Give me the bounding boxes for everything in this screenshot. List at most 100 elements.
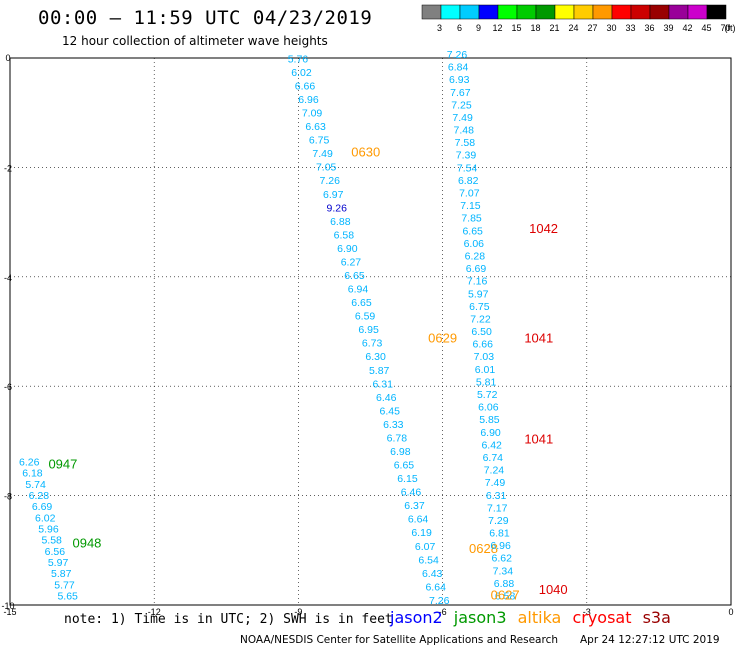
color-scale-tick: 33: [625, 23, 635, 33]
wave-height-value: 5.97: [468, 288, 489, 300]
wave-height-value: 6.65: [462, 225, 483, 237]
wave-height-value: 6.96: [298, 94, 319, 106]
y-tick-label: -2: [4, 163, 12, 173]
wave-height-value: 6.66: [295, 80, 316, 92]
pass-time-label: 0947: [48, 456, 77, 471]
wave-height-value: 6.97: [323, 189, 344, 201]
wave-height-value: 7.54: [457, 162, 478, 174]
wave-height-value: 6.66: [473, 339, 494, 351]
wave-height-value: 7.39: [456, 150, 477, 162]
x-tick-label: -3: [583, 607, 591, 617]
wave-height-value: 6.69: [466, 263, 487, 275]
wave-height-value: 7.49: [485, 477, 506, 489]
legend-s3a: s3a: [642, 608, 671, 627]
wave-height-value: 6.75: [309, 135, 330, 147]
color-scale-tick: 24: [568, 23, 578, 33]
x-tick-label: 0: [728, 607, 733, 617]
y-tick-label: -4: [4, 273, 12, 283]
y-tick-label: -10: [1, 601, 14, 611]
wave-height-value: 7.48: [454, 125, 475, 137]
wave-height-value: 7.25: [451, 99, 472, 111]
satellite-tracks: 5.766.026.666.967.096.636.757.497.057.26…: [19, 49, 520, 607]
wave-height-value: 6.19: [411, 527, 432, 539]
pass-time-label: 0948: [72, 536, 101, 551]
y-tick-label: -6: [4, 382, 12, 392]
wave-height-value: 6.84: [448, 62, 469, 74]
wave-height-value: 6.02: [291, 67, 312, 79]
legend-jason2: jason2: [390, 608, 443, 627]
wave-height-value: 5.81: [476, 376, 497, 388]
y-tick-label: 0: [5, 53, 10, 63]
wave-height-value: 6.82: [458, 175, 479, 187]
color-scale-swatch: [706, 4, 727, 20]
y-tick-label: -8: [4, 492, 12, 502]
wave-height-value: 6.58: [495, 591, 516, 603]
wave-height-value: 7.17: [487, 502, 508, 514]
wave-height-value: 6.06: [464, 238, 485, 250]
wave-height-value: 6.88: [494, 578, 515, 590]
wave-height-value: 6.28: [465, 250, 486, 262]
wave-height-value: 6.59: [355, 311, 376, 323]
wave-height-value: 6.94: [348, 284, 369, 296]
color-scale-tick: 9: [476, 23, 481, 33]
wave-height-value: 6.98: [390, 446, 411, 458]
color-scale-tick: 3: [437, 23, 442, 33]
wave-height-value: 7.85: [461, 213, 482, 225]
wave-height-value: 6.88: [330, 216, 351, 228]
x-tick-label: -12: [148, 607, 161, 617]
plot-frame: [9, 57, 732, 606]
wave-height-value: 6.42: [481, 439, 502, 451]
wave-height-value: 5.65: [57, 591, 78, 603]
wave-height-value: 9.26: [327, 202, 348, 214]
wave-height-value: 6.30: [365, 351, 386, 363]
wave-height-value: 6.63: [305, 121, 326, 133]
legend-cryosat: cryosat: [572, 608, 632, 627]
note-text: note: 1) Time is in UTC; 2) SWH is in fe…: [64, 612, 393, 627]
wave-height-value: 6.64: [408, 514, 429, 526]
wave-height-value: 6.54: [418, 554, 439, 566]
color-scale-bar: 3 6 9 12 15 18 21 24 27 30 33 36 39 42 45 70(ft): [421, 4, 736, 33]
wave-height-value: 7.29: [488, 515, 509, 527]
wave-height-value: 6.43: [422, 568, 443, 580]
x-tick-label: -6: [439, 607, 447, 617]
wave-height-value: 6.46: [401, 487, 422, 499]
wave-height-value: 6.56: [45, 546, 66, 558]
wave-height-value: 7.26: [319, 175, 340, 187]
color-scale-tick: 12: [492, 23, 502, 33]
wave-height-value: 6.96: [490, 540, 511, 552]
color-scale-unit: (ft): [725, 23, 736, 33]
pass-time-label: 0630: [351, 144, 380, 159]
wave-height-value: 5.77: [54, 579, 75, 591]
wave-height-value: 7.24: [484, 465, 505, 477]
wave-height-value: 6.28: [29, 490, 50, 502]
wave-height-value: 7.26: [447, 49, 468, 61]
pass-time-label: 1041: [524, 330, 553, 345]
wave-height-value: 6.31: [486, 490, 507, 502]
color-scale-tick: 70: [720, 23, 730, 33]
wave-height-value: 7.22: [470, 313, 491, 325]
cryosat-time-labels: 1042 1041 1041 1040: [524, 221, 567, 597]
wave-height-value: 6.31: [372, 378, 393, 390]
wave-height-value: 6.65: [344, 270, 365, 282]
wave-height-value: 6.73: [362, 338, 383, 350]
wave-height-value: 6.01: [475, 364, 496, 376]
wave-height-value: 5.72: [477, 389, 498, 401]
color-scale-tick: 15: [511, 23, 521, 33]
wave-height-value: 6.62: [492, 553, 513, 565]
color-scale-tick: 18: [530, 23, 540, 33]
wave-height-value: 5.87: [369, 365, 390, 377]
wave-height-value: 6.65: [351, 297, 372, 309]
wave-height-value: 6.06: [478, 402, 499, 414]
wave-height-value: 6.64: [425, 581, 446, 593]
wave-height-value: 7.16: [467, 276, 488, 288]
track-jason3: 7.266.846.937.677.257.497.487.587.397.54…: [447, 49, 520, 603]
wave-height-value: 5.74: [25, 479, 46, 491]
wave-height-value: 7.34: [493, 565, 514, 577]
wave-height-value: 6.95: [358, 324, 379, 336]
wave-height-value: 6.27: [341, 256, 362, 268]
wave-height-value: 7.26: [429, 595, 450, 607]
wave-height-value: 5.76: [288, 53, 309, 65]
footer-credit: NOAA/NESDIS Center for Satellite Applica…: [240, 634, 558, 646]
wave-height-value: 7.09: [302, 108, 323, 120]
